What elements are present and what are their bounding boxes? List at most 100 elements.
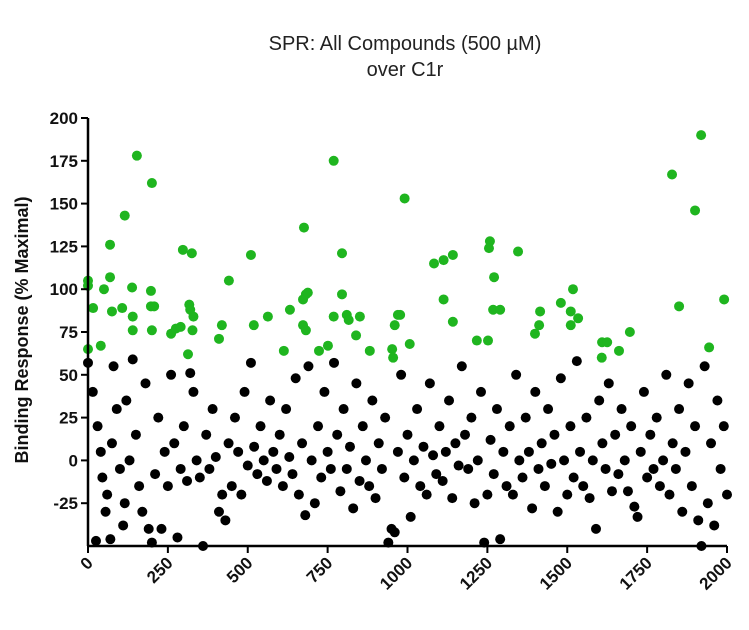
- y-axis-label: Binding Response (% Maximal): [12, 196, 32, 463]
- data-point: [127, 354, 138, 365]
- data-point: [223, 438, 234, 449]
- data-point: [166, 369, 177, 380]
- data-point: [603, 378, 614, 389]
- data-point: [718, 421, 729, 432]
- x-tick-label: 750: [303, 553, 336, 586]
- data-point: [440, 446, 451, 457]
- data-point: [632, 511, 643, 522]
- hit-point: [351, 330, 362, 341]
- data-point: [581, 412, 592, 423]
- data-point: [629, 501, 640, 512]
- data-point: [546, 458, 557, 469]
- hit-point: [216, 320, 227, 331]
- data-point: [242, 460, 253, 471]
- data-point: [549, 429, 560, 440]
- data-point: [239, 386, 250, 397]
- data-point: [236, 489, 247, 500]
- x-tick-label: 0: [77, 553, 97, 573]
- data-points: [83, 130, 732, 551]
- data-point: [667, 438, 678, 449]
- data-point: [119, 498, 130, 509]
- hit-point: [602, 337, 613, 348]
- data-point: [111, 404, 122, 415]
- hit-point: [127, 325, 138, 336]
- data-point: [543, 404, 554, 415]
- data-point: [351, 378, 362, 389]
- data-point: [380, 412, 391, 423]
- data-point: [277, 481, 288, 492]
- data-point: [712, 395, 723, 406]
- data-point: [360, 455, 371, 466]
- data-point: [699, 361, 710, 372]
- data-point: [367, 395, 378, 406]
- chart-title-line-2: over C1r: [367, 59, 444, 81]
- data-point: [249, 441, 260, 452]
- data-point: [220, 515, 231, 526]
- data-point: [245, 357, 256, 368]
- hit-point: [447, 316, 458, 327]
- hit-point: [322, 340, 333, 351]
- data-point: [344, 441, 355, 452]
- data-point: [188, 386, 199, 397]
- chart-title-line-1: SPR: All Compounds (500 µM): [269, 33, 542, 55]
- hit-point: [624, 327, 635, 337]
- data-point: [261, 475, 272, 486]
- hit-point: [313, 345, 324, 356]
- data-point: [153, 412, 164, 423]
- data-point: [114, 463, 125, 474]
- data-point: [201, 429, 212, 440]
- hit-point: [298, 222, 309, 233]
- data-point: [300, 510, 311, 521]
- hit-point: [145, 285, 156, 296]
- data-point: [424, 378, 435, 389]
- data-point: [536, 438, 547, 449]
- data-point: [498, 446, 509, 457]
- hit-point: [117, 303, 128, 314]
- y-tick-label: 75: [59, 323, 78, 342]
- data-point: [530, 386, 541, 397]
- data-point: [150, 469, 161, 480]
- data-point: [191, 455, 202, 466]
- data-point: [159, 446, 170, 457]
- hit-point: [187, 325, 198, 336]
- data-point: [626, 421, 637, 432]
- data-point: [565, 421, 576, 432]
- data-point: [495, 534, 506, 545]
- data-point: [364, 481, 375, 492]
- data-point: [376, 463, 387, 474]
- data-point: [482, 489, 493, 500]
- data-point: [664, 489, 675, 500]
- x-tick-label: 2000: [696, 553, 736, 593]
- y-tick-label: 25: [59, 409, 78, 428]
- data-point: [670, 463, 681, 474]
- data-point: [437, 475, 448, 486]
- hit-point: [177, 244, 188, 255]
- data-point: [511, 369, 522, 380]
- hit-point: [105, 272, 116, 283]
- y-tick-label: 50: [59, 366, 78, 385]
- data-point: [642, 472, 653, 483]
- hit-point: [573, 313, 584, 324]
- hit-point: [127, 311, 138, 322]
- y-tick-label: 175: [50, 152, 78, 171]
- y-tick-label: 100: [50, 280, 78, 299]
- hit-point: [213, 333, 224, 344]
- data-point: [610, 429, 621, 440]
- data-point: [204, 463, 215, 474]
- hit-point: [690, 205, 701, 216]
- data-point: [121, 395, 132, 406]
- hit-point: [88, 303, 99, 314]
- data-point: [207, 404, 218, 415]
- data-point: [293, 489, 304, 500]
- hit-point: [106, 306, 117, 317]
- data-point: [555, 373, 566, 384]
- data-point: [130, 429, 141, 440]
- hit-point: [535, 306, 546, 317]
- data-point: [584, 493, 595, 504]
- data-point: [108, 361, 119, 372]
- data-point: [463, 463, 474, 474]
- hit-point: [105, 239, 116, 250]
- data-point: [690, 421, 701, 432]
- hit-point: [614, 345, 625, 356]
- data-point: [594, 395, 605, 406]
